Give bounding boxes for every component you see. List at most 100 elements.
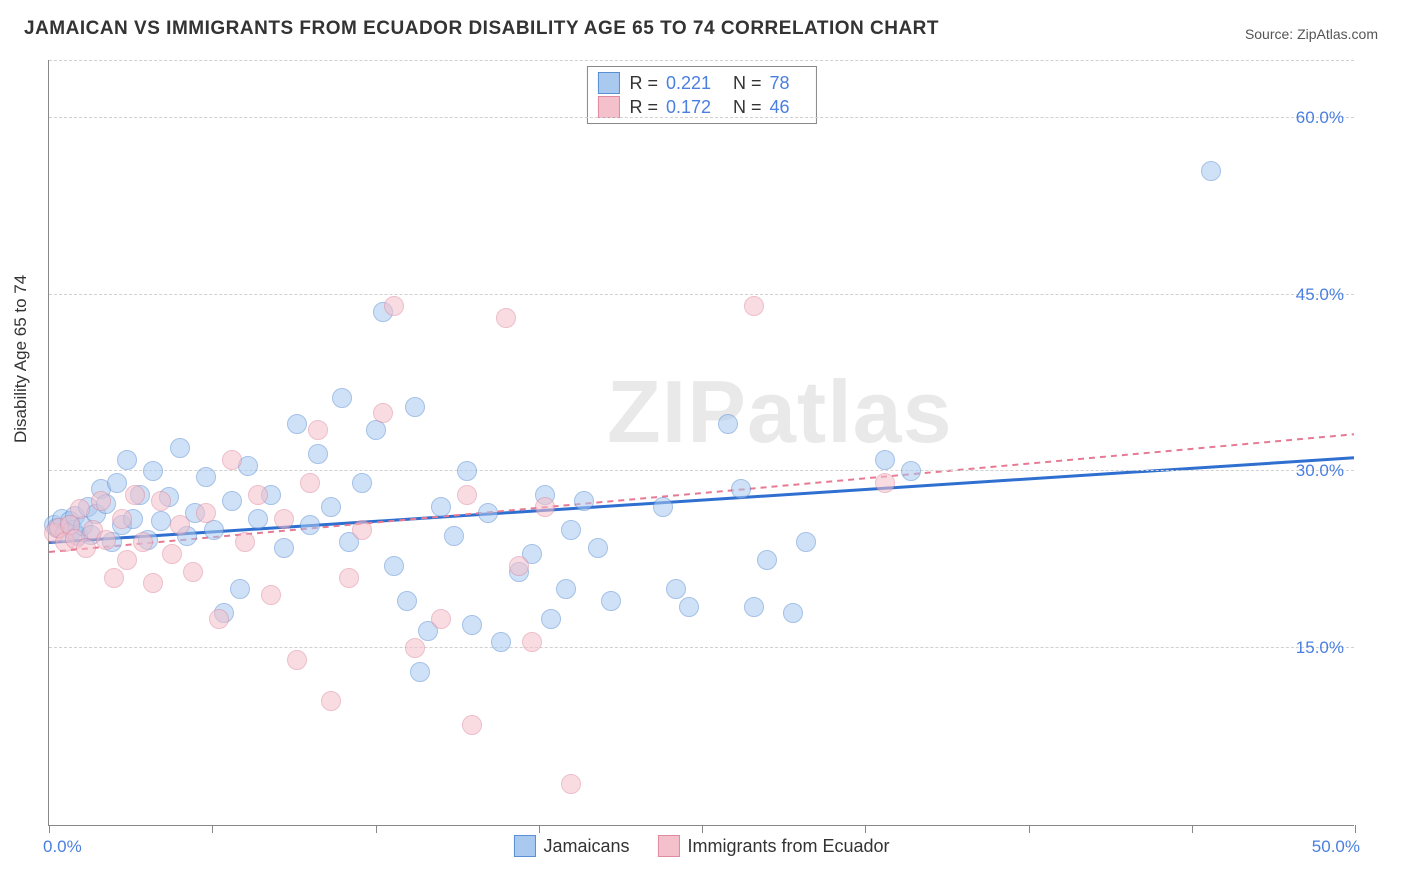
point-ecuador: [76, 538, 96, 558]
point-jamaicans: [588, 538, 608, 558]
point-jamaicans: [151, 511, 171, 531]
point-ecuador: [96, 530, 116, 550]
point-ecuador: [70, 499, 90, 519]
point-jamaicans: [783, 603, 803, 623]
source-prefix: Source:: [1245, 26, 1297, 42]
y-tick-label: 45.0%: [1296, 285, 1344, 305]
trend-lines: [49, 60, 1354, 825]
point-jamaicans: [561, 520, 581, 540]
point-ecuador: [300, 473, 320, 493]
point-jamaicans: [462, 615, 482, 635]
scatter-plot: ZIPatlas Disability Age 65 to 74 R = 0.2…: [48, 60, 1354, 826]
point-jamaicans: [541, 609, 561, 629]
gridline: [49, 60, 1354, 61]
point-ecuador: [143, 573, 163, 593]
point-jamaicans: [366, 420, 386, 440]
point-ecuador: [151, 491, 171, 511]
x-tick: [1192, 825, 1193, 833]
point-jamaicans: [666, 579, 686, 599]
point-jamaicans: [796, 532, 816, 552]
r-value-jamaicans: 0.221: [666, 73, 711, 94]
x-tick: [702, 825, 703, 833]
y-tick-label: 15.0%: [1296, 638, 1344, 658]
point-ecuador: [352, 520, 372, 540]
point-ecuador: [405, 638, 425, 658]
point-ecuador: [261, 585, 281, 605]
point-jamaicans: [478, 503, 498, 523]
x-axis-min-label: 0.0%: [43, 837, 82, 857]
point-jamaicans: [405, 397, 425, 417]
r-label: R =: [629, 97, 658, 118]
point-jamaicans: [308, 444, 328, 464]
point-jamaicans: [230, 579, 250, 599]
point-ecuador: [196, 503, 216, 523]
point-ecuador: [308, 420, 328, 440]
point-jamaicans: [222, 491, 242, 511]
point-ecuador: [339, 568, 359, 588]
source-attribution: Source: ZipAtlas.com: [1245, 26, 1378, 42]
y-tick-label: 60.0%: [1296, 108, 1344, 128]
point-jamaicans: [744, 597, 764, 617]
point-jamaicans: [757, 550, 777, 570]
point-jamaicans: [901, 461, 921, 481]
y-axis-title: Disability Age 65 to 74: [11, 274, 31, 442]
x-tick: [865, 825, 866, 833]
point-ecuador: [133, 532, 153, 552]
x-tick: [1029, 825, 1030, 833]
stats-row-jamaicans: R = 0.221 N = 78: [597, 71, 801, 95]
stats-legend: R = 0.221 N = 78 R = 0.172 N = 46: [586, 66, 816, 124]
gridline: [49, 294, 1354, 295]
x-tick: [539, 825, 540, 833]
point-ecuador: [162, 544, 182, 564]
legend-item-ecuador: Immigrants from Ecuador: [657, 835, 889, 857]
source-link[interactable]: ZipAtlas.com: [1297, 26, 1378, 42]
gridline: [49, 647, 1354, 648]
point-jamaicans: [170, 438, 190, 458]
point-jamaicans: [444, 526, 464, 546]
point-ecuador: [91, 491, 111, 511]
x-tick: [1355, 825, 1356, 833]
point-ecuador: [457, 485, 477, 505]
point-jamaicans: [601, 591, 621, 611]
point-ecuador: [496, 308, 516, 328]
n-label: N =: [733, 97, 762, 118]
point-jamaicans: [384, 556, 404, 576]
y-tick-label: 30.0%: [1296, 461, 1344, 481]
point-ecuador: [183, 562, 203, 582]
point-ecuador: [431, 609, 451, 629]
point-ecuador: [117, 550, 137, 570]
series-legend: Jamaicans Immigrants from Ecuador: [513, 835, 889, 857]
point-jamaicans: [321, 497, 341, 517]
point-jamaicans: [352, 473, 372, 493]
gridline: [49, 117, 1354, 118]
x-tick: [49, 825, 50, 833]
point-ecuador: [287, 650, 307, 670]
point-jamaicans: [875, 450, 895, 470]
n-value-ecuador: 46: [770, 97, 790, 118]
r-label: R =: [629, 73, 658, 94]
point-jamaicans: [107, 473, 127, 493]
point-ecuador: [248, 485, 268, 505]
point-ecuador: [125, 485, 145, 505]
watermark: ZIPatlas: [607, 361, 952, 463]
point-ecuador: [384, 296, 404, 316]
point-jamaicans: [143, 461, 163, 481]
point-jamaicans: [117, 450, 137, 470]
point-jamaicans: [653, 497, 673, 517]
point-ecuador: [373, 403, 393, 423]
x-tick: [212, 825, 213, 833]
n-label: N =: [733, 73, 762, 94]
point-ecuador: [222, 450, 242, 470]
point-jamaicans: [491, 632, 511, 652]
point-ecuador: [274, 509, 294, 529]
point-ecuador: [170, 515, 190, 535]
point-ecuador: [209, 609, 229, 629]
swatch-ecuador: [657, 835, 679, 857]
point-jamaicans: [1201, 161, 1221, 181]
point-ecuador: [462, 715, 482, 735]
swatch-jamaicans: [513, 835, 535, 857]
point-ecuador: [509, 556, 529, 576]
r-value-ecuador: 0.172: [666, 97, 711, 118]
point-jamaicans: [574, 491, 594, 511]
point-jamaicans: [274, 538, 294, 558]
